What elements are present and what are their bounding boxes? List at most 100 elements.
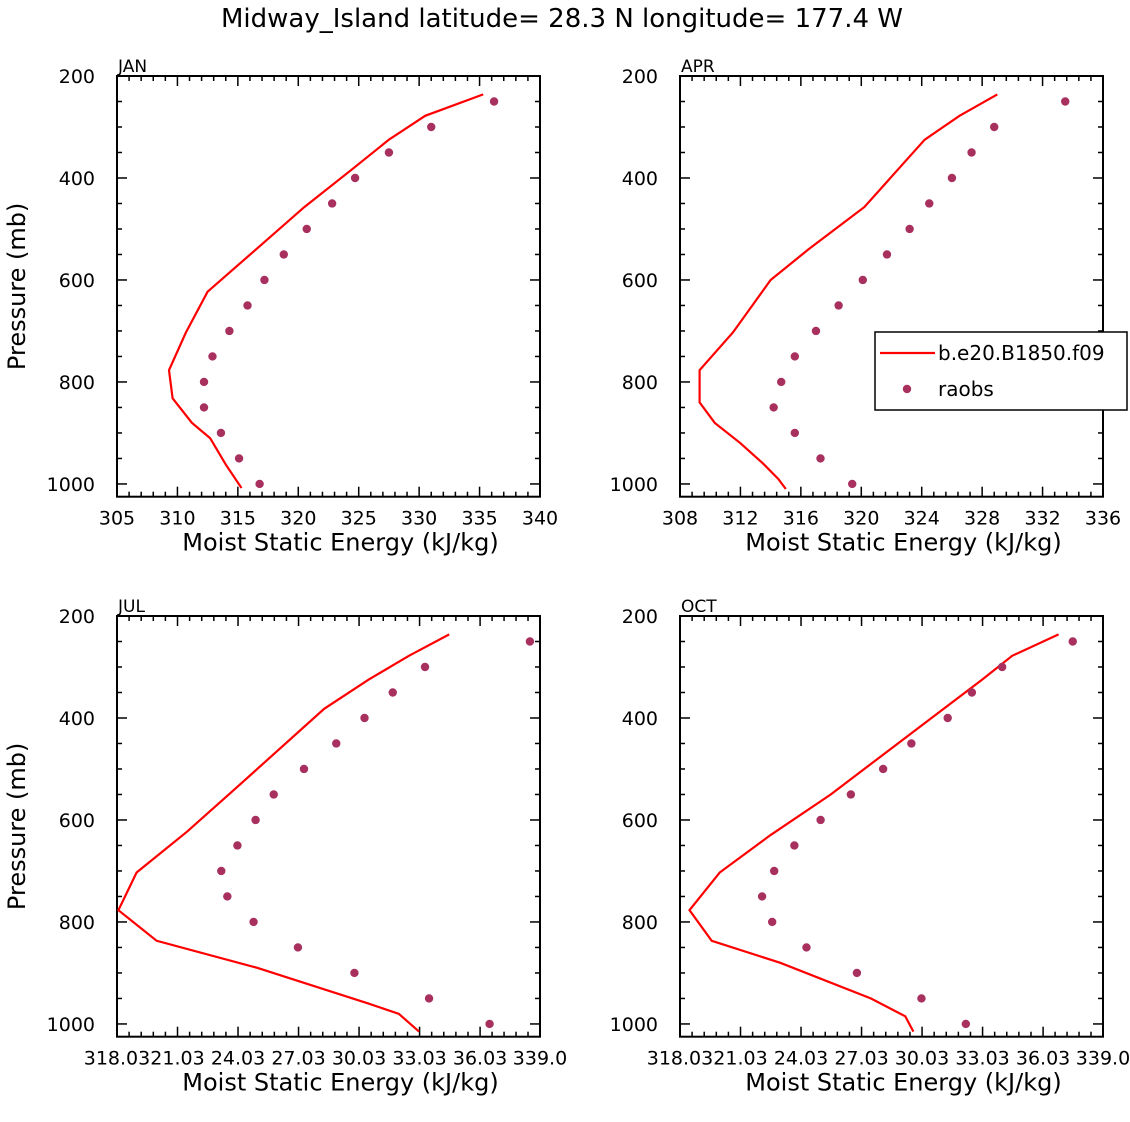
- x-axis-label: Moist Static Energy (kJ/kg): [182, 529, 498, 557]
- x-tick-label: 33.03: [392, 1048, 446, 1070]
- raobs-point: [217, 866, 226, 876]
- model-line: [698, 93, 998, 490]
- y-tick-label: 400: [59, 708, 95, 730]
- x-tick-label: 27.03: [271, 1048, 325, 1070]
- raobs-point: [350, 968, 359, 978]
- x-tick-label: 328: [964, 508, 1000, 530]
- raobs-point: [525, 637, 535, 646]
- raobs-point: [299, 764, 309, 774]
- raobs-point: [858, 275, 867, 285]
- x-axis-label: Moist Static Energy (kJ/kg): [745, 1069, 1061, 1097]
- y-tick-label: 800: [622, 912, 658, 934]
- x-tick-label: 36.03: [1016, 1048, 1070, 1070]
- raobs-point: [990, 122, 999, 132]
- raobs-point: [420, 662, 430, 672]
- x-tick-label: 332: [1024, 508, 1060, 530]
- raobs-point: [925, 199, 934, 208]
- raobs-point: [485, 1019, 494, 1029]
- raobs-point: [848, 479, 857, 489]
- y-tick-label: 200: [59, 66, 95, 88]
- x-tick-label: 318.03: [84, 1048, 150, 1070]
- x-tick-label: 340: [522, 508, 558, 530]
- legend-box: [874, 331, 1128, 411]
- panel-label: OCT: [681, 597, 717, 617]
- panel-oct: OCT 318.03 21.03 24.03 27.03 30.03 33.03 36.03 3…: [610, 597, 1130, 1097]
- raobs-point: [1068, 637, 1077, 646]
- x-tick-label: 316: [783, 508, 819, 530]
- model-line: [167, 93, 484, 489]
- y-tick-label: 800: [59, 912, 95, 934]
- y-tick-label: 400: [59, 168, 95, 190]
- raobs-point: [777, 377, 786, 387]
- raobs-point: [249, 917, 258, 927]
- raobs-point: [384, 148, 394, 157]
- x-tick-label: 325: [341, 508, 377, 530]
- raobs-point: [947, 173, 957, 183]
- raobs-point: [816, 454, 825, 463]
- raobs-point: [757, 892, 767, 901]
- x-tick-label: 33.03: [955, 1048, 1009, 1070]
- x-axis-label: Moist Static Energy (kJ/kg): [745, 529, 1061, 557]
- y-tick-label: 1000: [610, 474, 658, 496]
- x-tick-label: 339.0: [1076, 1048, 1130, 1070]
- raobs-point: [243, 301, 252, 310]
- raobs-point: [199, 403, 209, 412]
- raobs-point: [790, 841, 799, 850]
- x-tick-label: 324: [904, 508, 940, 530]
- raobs-point: [260, 275, 269, 285]
- y-tick-label: 800: [622, 372, 658, 394]
- y-tick-label: 600: [622, 270, 658, 292]
- x-tick-label: 330: [401, 508, 437, 530]
- x-tick-label: 336: [1085, 508, 1121, 530]
- x-tick-label: 36.03: [453, 1048, 507, 1070]
- plot-frame: [679, 615, 1104, 1038]
- raobs-point: [907, 739, 916, 748]
- raobs-point: [327, 199, 337, 208]
- y-tick-label: 600: [59, 810, 95, 832]
- y-tick-label: 400: [622, 708, 658, 730]
- raobs-point: [225, 326, 234, 336]
- panel-label: JUL: [117, 597, 145, 617]
- raobs-point: [360, 713, 369, 723]
- raobs-point: [882, 250, 892, 259]
- raobs-point: [332, 739, 341, 748]
- raobs-point: [255, 479, 264, 489]
- x-tick-label: 21.03: [713, 1048, 767, 1070]
- panels: JAN 305 310 315 320 325 330 335 340 200 400 600 800 1…: [3, 57, 1130, 1097]
- raobs-point: [769, 403, 778, 412]
- raobs-point: [427, 122, 436, 132]
- raobs-point: [424, 994, 434, 1003]
- raobs-point: [1061, 97, 1070, 106]
- raobs-point: [943, 713, 952, 723]
- raobs-point: [388, 688, 397, 697]
- raobs-point: [279, 250, 288, 259]
- panel-jul: JUL 318.03 21.03 24.03 27.03 30.03 33.03 36.03 3…: [3, 597, 567, 1097]
- plot-frame: [116, 615, 541, 1038]
- raobs-point: [811, 326, 821, 336]
- raobs-point: [802, 943, 811, 952]
- x-tick-label: 318.03: [647, 1048, 713, 1070]
- raobs-point: [967, 148, 976, 157]
- raobs-point: [790, 428, 800, 438]
- raobs-point: [917, 994, 926, 1003]
- raobs-point: [767, 917, 777, 927]
- x-tick-label: 30.03: [895, 1048, 949, 1070]
- model-line: [117, 633, 450, 1033]
- y-tick-label: 1000: [610, 1014, 658, 1036]
- x-tick-label: 30.03: [332, 1048, 386, 1070]
- raobs-point: [834, 301, 843, 310]
- raobs-point: [816, 815, 825, 825]
- x-tick-label: 320: [843, 508, 879, 530]
- x-tick-label: 310: [159, 508, 195, 530]
- figure-title: Midway_Island latitude= 28.3 N longitude…: [221, 4, 903, 34]
- y-tick-label: 800: [59, 372, 95, 394]
- raobs-point: [770, 866, 779, 876]
- x-tick-label: 315: [220, 508, 256, 530]
- raobs-point: [350, 173, 360, 183]
- y-tick-label: 200: [622, 606, 658, 628]
- x-tick-label: 24.03: [774, 1048, 828, 1070]
- legend-model-label: b.e20.B1850.f09: [938, 341, 1105, 365]
- y-tick-label: 200: [59, 606, 95, 628]
- y-tick-label: 600: [59, 270, 95, 292]
